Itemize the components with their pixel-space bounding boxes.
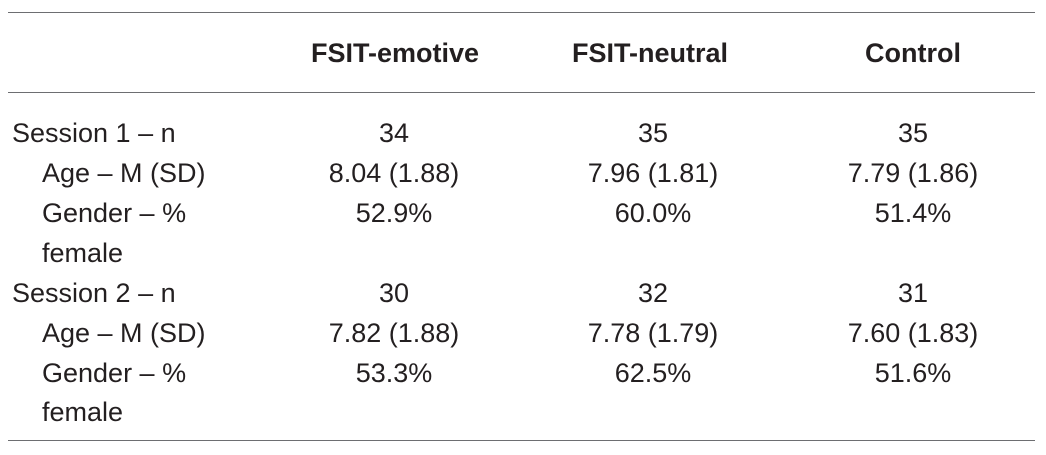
- row-label: female: [42, 397, 124, 427]
- row-label: Age – M (SD): [42, 158, 206, 188]
- table-header-rule: [8, 92, 1035, 93]
- table-row-session1-age: Age – M (SD) 8.04 (1.88) 7.96 (1.81) 7.7…: [0, 153, 1046, 193]
- cell-control: 7.79 (1.86): [847, 158, 979, 188]
- cell-control: 7.60 (1.83): [847, 318, 979, 348]
- column-header-fsit-neutral: FSIT-neutral: [571, 38, 728, 68]
- cell-control: 31: [897, 278, 929, 308]
- cell-fsit-neutral: 7.78 (1.79): [587, 318, 719, 348]
- cell-control: 51.6%: [874, 358, 952, 388]
- row-label: Gender – %: [42, 358, 187, 388]
- row-label: Gender – %: [42, 198, 187, 228]
- cell-fsit-neutral: 62.5%: [614, 358, 692, 388]
- cell-fsit-emotive: 34: [378, 118, 410, 148]
- table-row-session1-gender-cont: female: [0, 233, 1046, 273]
- cell-fsit-emotive: 30: [378, 278, 410, 308]
- cell-fsit-emotive: 53.3%: [355, 358, 433, 388]
- table-row-session2-age: Age – M (SD) 7.82 (1.88) 7.78 (1.79) 7.6…: [0, 313, 1046, 353]
- cell-fsit-neutral: 35: [637, 118, 669, 148]
- cell-control: 51.4%: [874, 198, 952, 228]
- cell-fsit-emotive: 8.04 (1.88): [328, 158, 460, 188]
- column-header-fsit-emotive: FSIT-emotive: [310, 38, 480, 68]
- table-row-session2-gender-cont: female: [0, 392, 1046, 432]
- cell-fsit-neutral: 32: [637, 278, 669, 308]
- row-label: Age – M (SD): [42, 318, 206, 348]
- cell-control: 35: [897, 118, 929, 148]
- table-row-session2-n: Session 2 – n 30 32 31: [0, 273, 1046, 313]
- cell-fsit-emotive: 7.82 (1.88): [328, 318, 460, 348]
- table-row-session1-gender: Gender – % 52.9% 60.0% 51.4%: [0, 193, 1046, 233]
- row-label: female: [42, 238, 124, 268]
- column-header-control: Control: [865, 38, 961, 68]
- row-label: Session 1 – n: [12, 118, 176, 148]
- table-row-session1-n: Session 1 – n 34 35 35: [0, 113, 1046, 153]
- table-row-session2-gender: Gender – % 53.3% 62.5% 51.6%: [0, 353, 1046, 393]
- cell-fsit-neutral: 7.96 (1.81): [587, 158, 719, 188]
- cell-fsit-emotive: 52.9%: [355, 198, 433, 228]
- cell-fsit-neutral: 60.0%: [614, 198, 692, 228]
- row-label: Session 2 – n: [12, 278, 176, 308]
- table-bottom-rule: [8, 440, 1035, 441]
- table-top-rule: [8, 12, 1035, 13]
